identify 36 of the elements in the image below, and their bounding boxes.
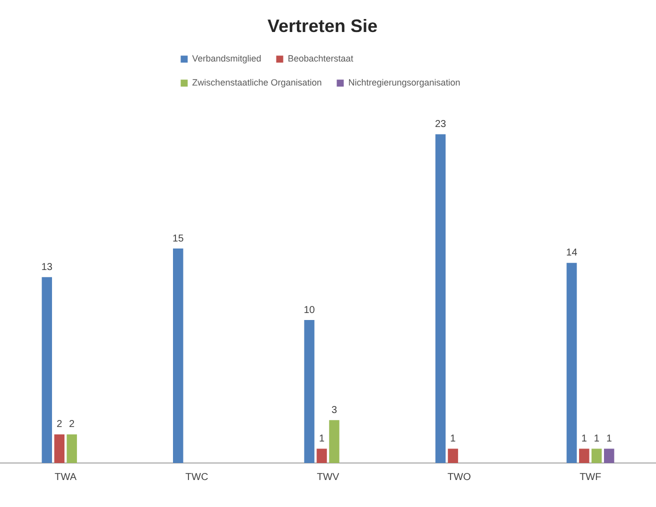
data-label: 10	[304, 304, 316, 316]
bar	[566, 262, 577, 463]
bar	[66, 434, 77, 463]
x-tick-label: TWF	[580, 472, 602, 483]
bar	[54, 434, 64, 463]
bar	[304, 320, 314, 463]
data-label: 1	[318, 433, 325, 444]
bar	[604, 448, 614, 463]
chart-title: Vertreten Sie	[267, 16, 378, 36]
data-label: 2	[56, 419, 63, 430]
data-label: 23	[434, 118, 447, 130]
bar	[435, 134, 446, 463]
data-label: 1	[606, 433, 612, 444]
bar	[172, 248, 184, 463]
data-label: 1	[594, 433, 600, 444]
legend-label: Zwischenstaatliche Organisation	[192, 78, 322, 88]
bar	[579, 448, 590, 463]
legend-label: Beobachterstaat	[288, 54, 354, 64]
data-label: 14	[566, 248, 578, 259]
x-tick-label: TWC	[185, 472, 208, 483]
x-tick-label: TWO	[448, 472, 472, 483]
legend-label: Nichtregierungsorganisation	[348, 78, 460, 88]
legend-label: Verbandsmitglied	[192, 54, 262, 64]
data-label: 3	[331, 404, 338, 416]
bar	[592, 448, 602, 463]
bar	[316, 448, 327, 463]
bar	[42, 277, 52, 463]
data-label: 2	[69, 419, 76, 430]
data-label: 1	[581, 433, 588, 444]
x-tick-label: TWV	[316, 472, 340, 483]
data-label: 13	[41, 262, 53, 273]
x-tick-label: TWA	[54, 472, 77, 483]
bar	[329, 420, 340, 463]
data-label: 15	[172, 233, 184, 244]
bar	[448, 448, 458, 463]
data-label: 1	[450, 433, 456, 444]
